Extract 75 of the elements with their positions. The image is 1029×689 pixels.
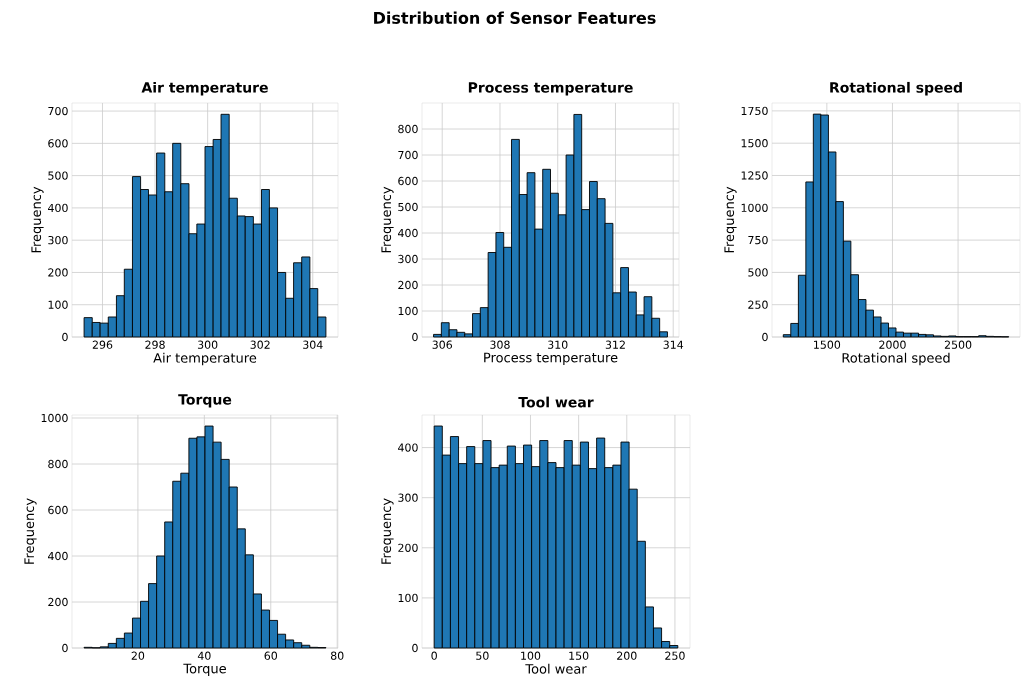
x-tick-label: 306 xyxy=(432,340,453,349)
y-tick-label: 1000 xyxy=(41,413,68,423)
y-axis-title: Frequency xyxy=(24,498,37,564)
x-tick-label: 302 xyxy=(250,340,270,349)
x-tick-label: 314 xyxy=(663,340,684,349)
y-tick-label: 600 xyxy=(48,505,68,515)
y-tick-label: 300 xyxy=(398,493,418,502)
y-tick-label: 600 xyxy=(48,139,68,148)
x-axis-title: Torque xyxy=(183,663,226,676)
x-tick-label: 50 xyxy=(476,651,489,660)
x-tick-label: 40 xyxy=(197,651,211,660)
y-tick-label: 500 xyxy=(748,268,768,277)
y-tick-label: 600 xyxy=(398,176,418,186)
y-tick-label: 400 xyxy=(48,203,68,213)
y-tick-label: 700 xyxy=(398,150,418,160)
y-tick-label: 0 xyxy=(62,643,68,653)
chart-title: Process temperature xyxy=(468,82,633,96)
y-tick-label: 1000 xyxy=(741,203,768,212)
x-tick-label: 60 xyxy=(264,651,278,660)
y-axis-title: Frequency xyxy=(381,186,394,253)
y-tick-label: 500 xyxy=(48,171,68,180)
y-axis-title: Frequency xyxy=(381,498,394,564)
x-axis-title: Tool wear xyxy=(525,663,587,674)
y-axis-title: Frequency xyxy=(724,186,737,253)
y-tick-label: 800 xyxy=(398,124,418,134)
y-tick-label: 100 xyxy=(398,306,418,316)
x-axis-title: Process temperature xyxy=(484,352,618,365)
x-tick-label: 0 xyxy=(431,651,437,660)
x-tick-label: 100 xyxy=(521,651,541,660)
y-tick-label: 100 xyxy=(48,300,68,309)
y-tick-label: 200 xyxy=(398,280,418,290)
y-tick-label: 200 xyxy=(48,597,68,607)
y-tick-label: 1250 xyxy=(741,171,768,180)
y-tick-label: 300 xyxy=(48,236,68,245)
y-tick-label: 500 xyxy=(398,202,418,212)
x-tick-label: 310 xyxy=(548,340,568,349)
x-tick-label: 304 xyxy=(303,340,323,349)
x-tick-label: 150 xyxy=(569,651,589,660)
y-tick-label: 0 xyxy=(412,643,418,653)
y-tick-label: 1500 xyxy=(741,139,768,148)
y-tick-label: 800 xyxy=(48,459,68,469)
y-tick-label: 0 xyxy=(62,332,68,342)
y-tick-label: 200 xyxy=(48,268,68,277)
x-tick-label: 300 xyxy=(197,340,218,349)
text: Distribution of Sensor Features xyxy=(374,11,656,24)
x-tick-label: 250 xyxy=(665,651,685,660)
x-axis-title: Rotational speed xyxy=(842,352,950,366)
chart-title: Torque xyxy=(178,394,232,408)
y-tick-label: 700 xyxy=(48,106,68,116)
x-tick-label: 312 xyxy=(605,340,625,349)
chart-title: Air temperature xyxy=(141,81,268,96)
x-tick-label: 298 xyxy=(145,340,165,349)
y-tick-label: 750 xyxy=(748,235,768,245)
x-tick-label: 2000 xyxy=(879,340,906,349)
chart-title: Rotational speed xyxy=(830,81,962,96)
x-axis-title: Air temperature xyxy=(153,352,257,366)
x-tick-label: 20 xyxy=(131,651,145,660)
y-tick-label: 0 xyxy=(412,332,418,342)
y-tick-label: 400 xyxy=(398,228,418,238)
y-tick-label: 200 xyxy=(398,543,418,552)
y-tick-label: 100 xyxy=(398,593,418,603)
y-tick-label: 300 xyxy=(398,254,418,264)
y-axis-title: Frequency xyxy=(31,186,44,253)
y-tick-label: 400 xyxy=(398,443,418,452)
x-tick-label: 308 xyxy=(490,340,510,349)
x-tick-label: 1500 xyxy=(814,340,841,349)
y-tick-label: 250 xyxy=(748,300,768,309)
x-tick-label: 80 xyxy=(330,651,344,660)
y-tick-label: 1750 xyxy=(741,106,768,116)
y-tick-label: 400 xyxy=(48,551,68,561)
x-tick-label: 200 xyxy=(617,651,637,660)
x-tick-label: 2500 xyxy=(944,340,972,349)
y-tick-label: 0 xyxy=(762,332,768,342)
chart-title: Tool wear xyxy=(518,396,594,408)
x-tick-label: 296 xyxy=(92,340,113,349)
